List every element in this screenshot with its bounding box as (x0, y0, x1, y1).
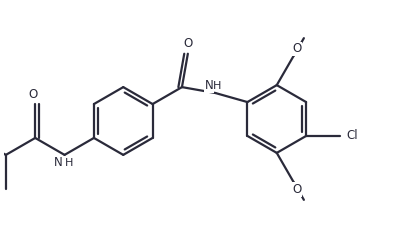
Text: Cl: Cl (345, 129, 357, 143)
Text: O: O (292, 42, 301, 55)
Text: H: H (65, 158, 73, 168)
Text: O: O (183, 37, 192, 50)
Text: H: H (213, 81, 221, 91)
Text: N: N (54, 156, 63, 169)
Text: O: O (292, 183, 301, 196)
Text: O: O (28, 88, 38, 101)
Text: N: N (205, 79, 213, 92)
